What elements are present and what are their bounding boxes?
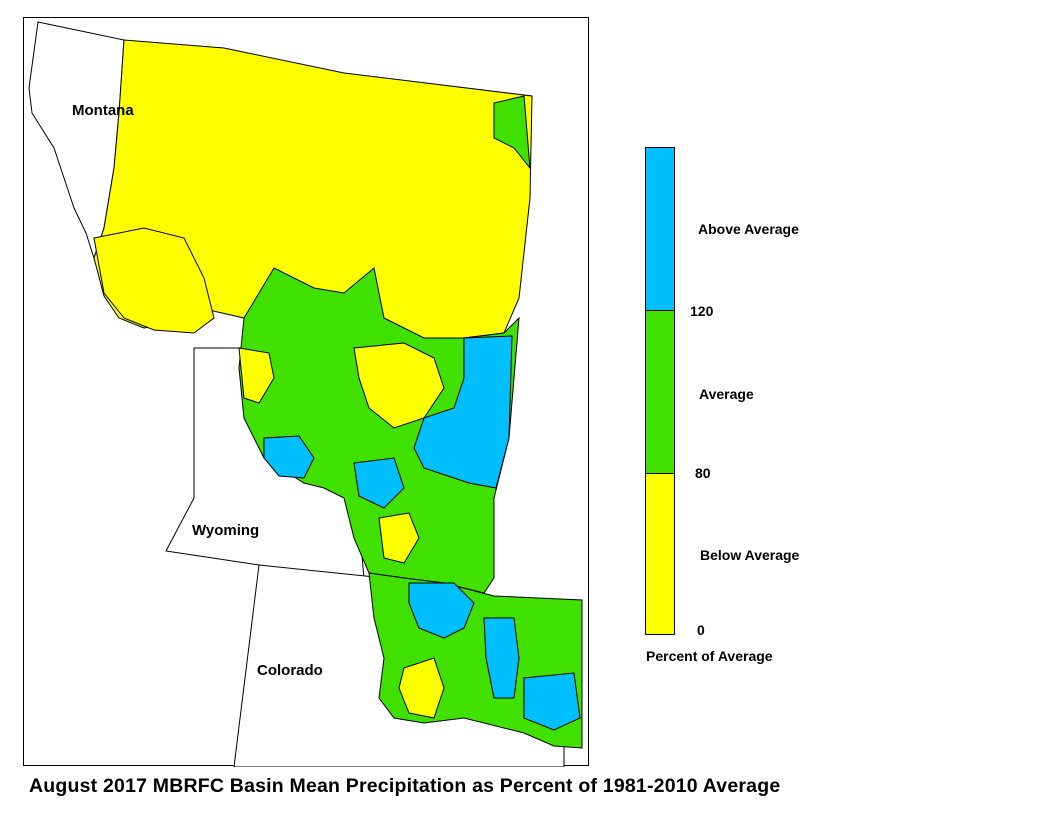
legend [645, 147, 675, 635]
legend-label-below-average: Below Average [700, 547, 800, 563]
basin-region-below-average-west [93, 227, 215, 334]
basin-region-average-ne [493, 95, 531, 170]
legend-tick-120: 120 [690, 303, 714, 319]
legend-tick-80: 80 [695, 465, 711, 481]
basin-map: Montana Wyoming Colorado [28, 21, 583, 767]
legend-label-above-average: Above Average [698, 221, 799, 237]
legend-tick-0: 0 [697, 622, 705, 638]
basin-region-above-average-south-center [408, 582, 475, 639]
basin-region-below-average-mid [378, 512, 420, 564]
legend-title: Percent of Average [646, 648, 773, 664]
basin-region-above-average-southeast [523, 672, 581, 731]
legend-label-average: Average [699, 386, 754, 402]
state-label-colorado: Colorado [257, 662, 323, 679]
legend-swatch-below-average [645, 473, 675, 635]
legend-swatch-average [645, 310, 675, 473]
basin-region-above-average-east [413, 335, 513, 489]
basin-region-below-average-south [398, 657, 445, 719]
basin-region-above-average-west [263, 435, 315, 479]
basin-region-below-average-west2 [238, 347, 275, 404]
legend-swatch-above-average [645, 147, 675, 310]
map-frame: Montana Wyoming Colorado [23, 17, 589, 767]
state-label-montana: Montana [72, 102, 134, 119]
basin-region-above-average-mid [353, 457, 405, 509]
map-caption: August 2017 MBRFC Basin Mean Precipitati… [29, 775, 781, 797]
state-label-wyoming: Wyoming [192, 522, 259, 539]
basin-region-above-average-south-east [483, 617, 520, 699]
basin-region-average-central [238, 267, 520, 594]
